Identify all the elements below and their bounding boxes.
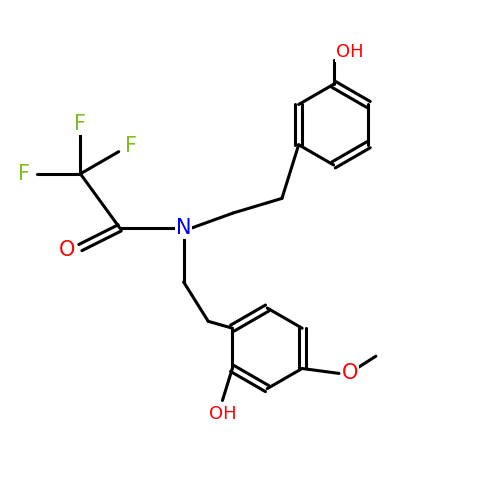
- Text: OH: OH: [336, 44, 363, 62]
- Text: F: F: [124, 136, 136, 156]
- Text: N: N: [176, 218, 192, 238]
- Text: F: F: [74, 114, 86, 134]
- Text: F: F: [18, 164, 30, 184]
- Text: OH: OH: [208, 405, 236, 423]
- Text: O: O: [58, 240, 75, 260]
- Text: O: O: [342, 364, 358, 384]
